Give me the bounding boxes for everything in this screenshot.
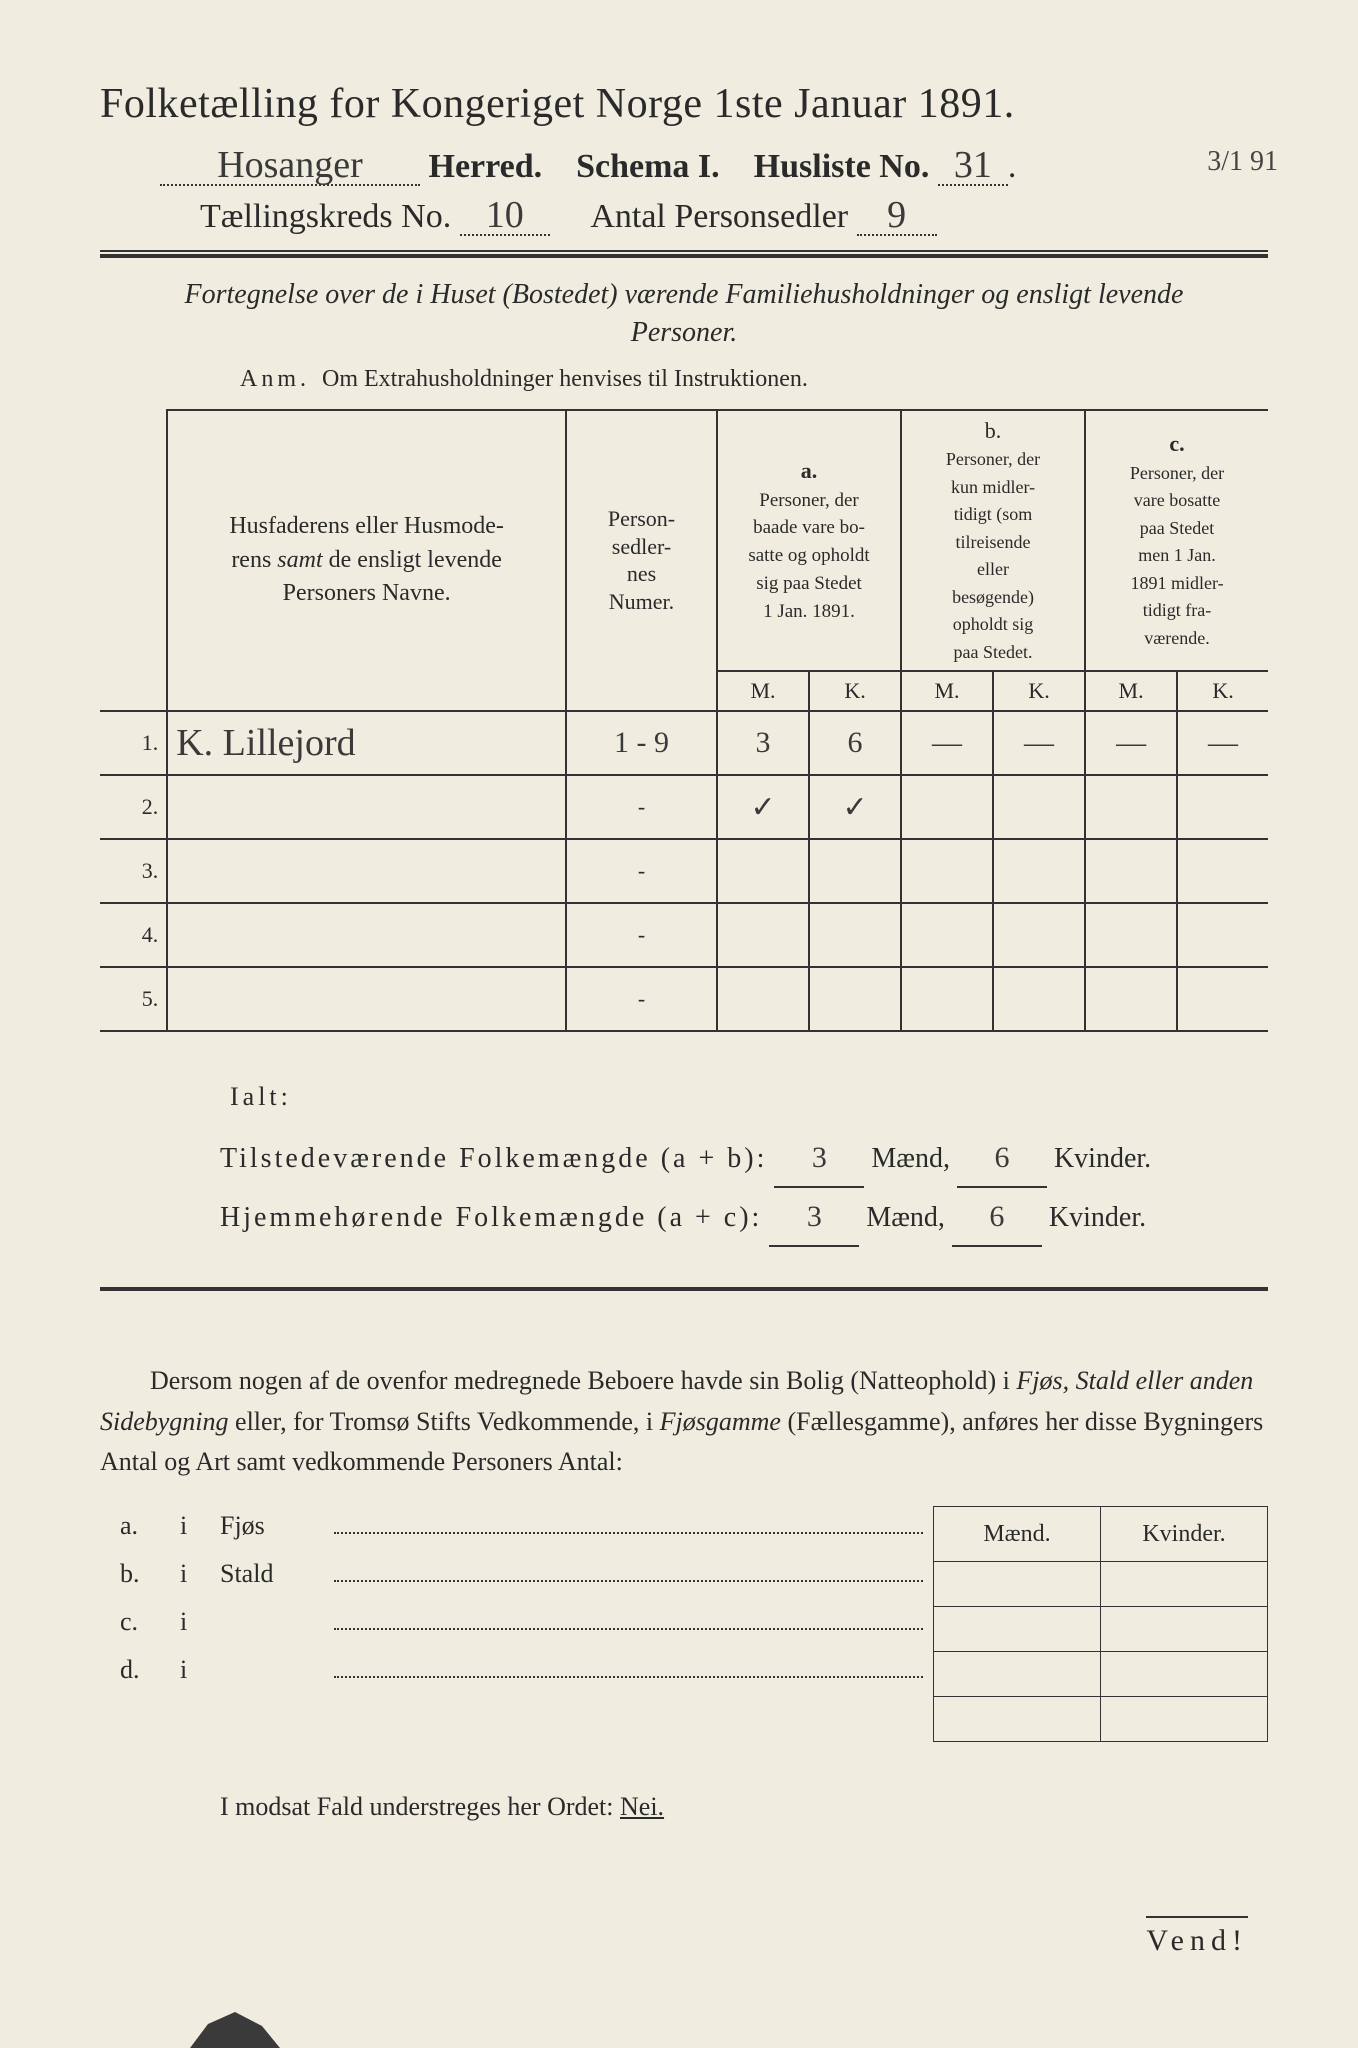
ac-label: Hjemmehørende Folkemængde (a + c): [220,1202,762,1233]
table-row: 4.- [100,903,1268,967]
ac-m: 3 [769,1188,859,1247]
husliste-value: 31 [938,146,1008,186]
col-b-label: b. [985,418,1002,443]
rule-thin [100,250,1268,252]
kreds-label: Tællingskreds No. [200,198,451,235]
vend-label: Vend! [1146,1916,1248,1958]
maend-label-2: Mænd, [866,1202,945,1233]
page-title: Folketælling for Kongeriget Norge 1ste J… [100,80,1268,128]
table-row: 5.- [100,967,1268,1031]
ab-m: 3 [774,1129,864,1188]
totals-ac-row: Hjemmehørende Folkemængde (a + c): 3 Mæn… [220,1188,1268,1247]
nei-word: Nei. [620,1792,664,1821]
kvinder-label-2: Kvinder. [1049,1202,1146,1233]
buildings-list: a.iFjøsb.iStaldc.id.i [100,1506,933,1742]
ab-label: Tilstedeværende Folkemængde (a + b): [220,1143,767,1174]
page-tear [190,2008,280,2048]
anm-text: Om Extrahusholdninger henvises til Instr… [322,366,808,392]
antal-label: Antal Personsedler [590,198,848,235]
ab-k: 6 [957,1129,1047,1188]
building-row: d.i [100,1650,933,1698]
margin-date-note: 3/1 91 [1207,146,1278,178]
anm-label: Anm. [240,366,310,392]
building-row: b.iStald [100,1554,933,1602]
totals-block: Ialt: Tilstedeværende Folkemængde (a + b… [220,1072,1268,1247]
herred-label: Herred. [429,148,543,185]
table-row: 3.- [100,839,1268,903]
col-a-m: M. [717,671,809,711]
col-a-k: K. [809,671,901,711]
col-b-k: K. [993,671,1085,711]
table-row: 2.-✓✓ [100,775,1268,839]
totals-ab-row: Tilstedeværende Folkemængde (a + b): 3 M… [220,1129,1268,1188]
building-row: c.i [100,1602,933,1650]
kreds-value: 10 [460,196,550,236]
bld-maend-header: Mænd. [934,1507,1101,1562]
header-line-3: Tællingskreds No. 10 Antal Personsedler … [200,196,1268,236]
husliste-label: Husliste No. [754,148,930,185]
table-row: 1.K. Lillejord1 - 936———— [100,711,1268,775]
nei-line: I modsat Fald understreges her Ordet: Ne… [220,1792,1268,1822]
kvinder-label: Kvinder. [1054,1143,1151,1174]
rule-mid [100,1287,1268,1291]
building-row: a.iFjøs [100,1506,933,1554]
subtitle: Fortegnelse over de i Huset (Bostedet) v… [160,276,1208,352]
schema-label: Schema I. [576,148,720,185]
col-c-label: c. [1169,431,1184,456]
ialt-label: Ialt: [230,1072,1268,1121]
household-table: Husfaderens eller Husmode-rens samt de e… [100,409,1268,1033]
col-c-m: M. [1085,671,1177,711]
anm-line: Anm. Om Extrahusholdninger henvises til … [240,366,1268,393]
bld-kvinder-header: Kvinder. [1101,1507,1268,1562]
col-b-m: M. [901,671,993,711]
buildings-mk-table: Mænd. Kvinder. [933,1506,1268,1742]
header-line-2: Hosanger Herred. Schema I. Husliste No. … [160,146,1268,186]
buildings-block: a.iFjøsb.iStaldc.id.i Mænd. Kvinder. [100,1506,1268,1742]
nei-prefix: I modsat Fald understreges her Ordet: [220,1792,614,1821]
herred-value: Hosanger [160,146,420,186]
ac-k: 6 [952,1188,1042,1247]
col-a-label: a. [801,458,818,483]
building-paragraph: Dersom nogen af de ovenfor medregnede Be… [100,1361,1268,1482]
census-form-page: Folketælling for Kongeriget Norge 1ste J… [0,0,1358,2048]
rule-thick [100,254,1268,258]
col-c-k: K. [1177,671,1268,711]
antal-value: 9 [857,196,937,236]
maend-label: Mænd, [871,1143,950,1174]
